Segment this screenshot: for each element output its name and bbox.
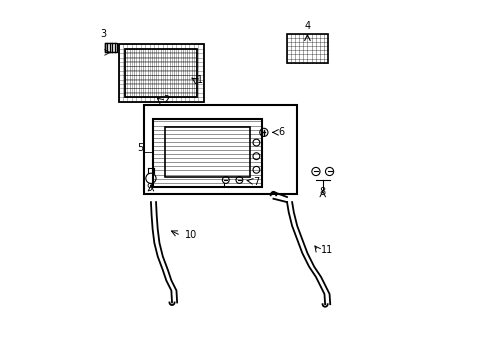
Bar xyxy=(164,127,249,177)
Text: 10: 10 xyxy=(184,230,197,240)
Bar xyxy=(105,43,117,53)
Text: 9: 9 xyxy=(146,183,152,193)
Text: 3: 3 xyxy=(100,29,106,39)
Text: 7: 7 xyxy=(252,177,259,187)
Text: 2: 2 xyxy=(163,95,169,105)
Bar xyxy=(144,105,297,194)
Bar xyxy=(125,49,197,96)
Text: 6: 6 xyxy=(278,127,284,138)
Bar xyxy=(152,119,261,187)
Text: 5: 5 xyxy=(137,143,143,153)
Bar xyxy=(286,34,327,63)
Text: 1: 1 xyxy=(197,75,203,85)
Text: 11: 11 xyxy=(321,245,333,255)
Text: 4: 4 xyxy=(304,21,310,31)
Text: 8: 8 xyxy=(319,187,325,197)
Bar xyxy=(119,44,203,102)
